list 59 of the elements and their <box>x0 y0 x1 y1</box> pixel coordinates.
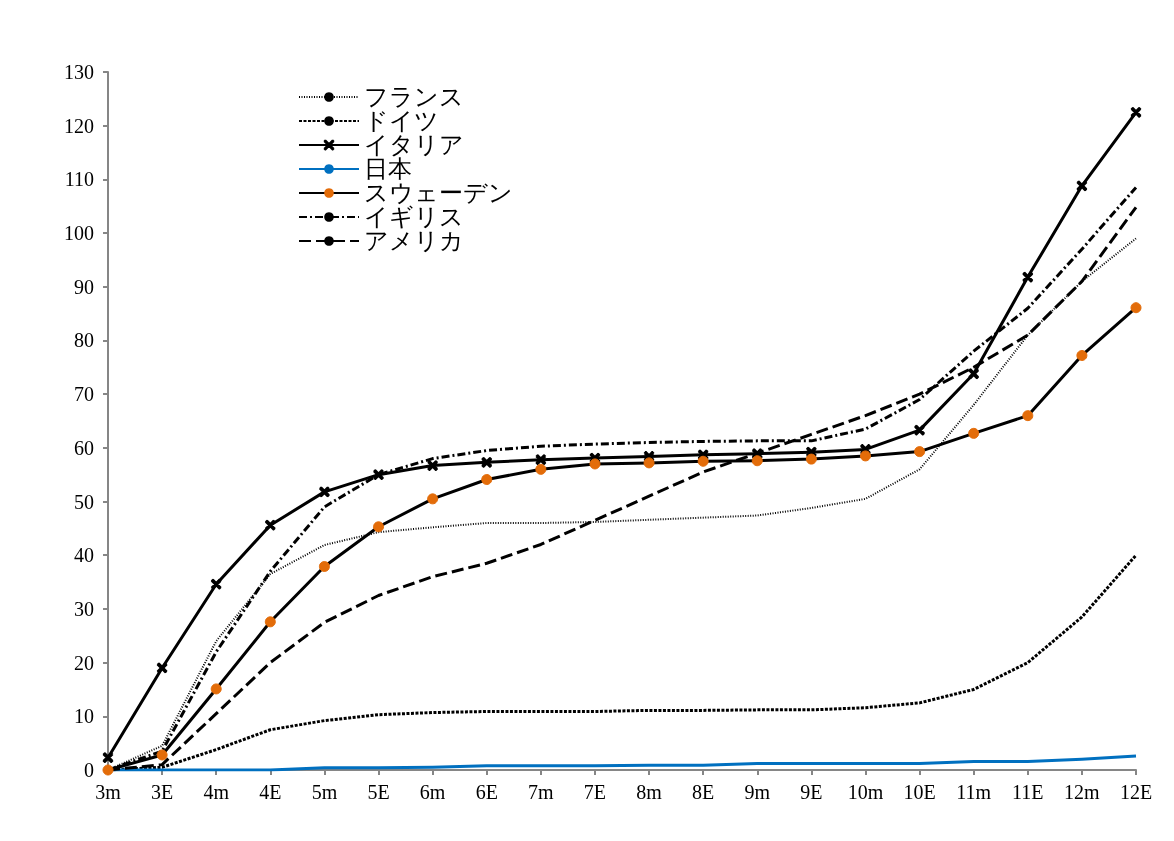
x-tick-label: 9m <box>744 781 771 803</box>
point <box>480 456 493 469</box>
y-tick-label: 20 <box>74 651 94 674</box>
point <box>805 446 818 458</box>
y-tick-label: 0 <box>84 759 94 781</box>
point <box>697 449 709 461</box>
x-tick-label: 9E <box>800 781 823 803</box>
legend-label: スウェーデン <box>364 180 513 206</box>
x-tick-label: 7m <box>528 781 555 803</box>
x-tick-label: 6E <box>475 781 498 803</box>
point <box>589 452 601 464</box>
legend-label: フランス <box>364 84 464 110</box>
x-tick-label: 12E <box>1119 781 1153 803</box>
point <box>913 424 926 436</box>
x-tick-label: 8E <box>692 781 715 803</box>
point <box>1022 271 1034 283</box>
x-tick-label: 3E <box>151 781 174 803</box>
point <box>1130 106 1142 119</box>
x-tick-label: 7E <box>583 781 607 803</box>
point <box>1076 180 1088 192</box>
x-tick-label: 11E <box>1012 781 1044 803</box>
y-tick-label: 120 <box>64 114 94 137</box>
x-tick-label: 5m <box>311 781 338 803</box>
y-tick-label: 80 <box>74 329 94 352</box>
x-tick-label: 6m <box>419 781 446 803</box>
point <box>210 578 222 590</box>
point <box>426 459 439 472</box>
legend-label: イタリア <box>364 132 464 158</box>
point <box>318 486 331 498</box>
x-tick-label: 4E <box>259 781 282 803</box>
point <box>156 662 168 674</box>
point <box>967 368 980 380</box>
x-tick-label: 10m <box>847 781 884 803</box>
legend-label: アメリカ <box>364 228 464 254</box>
y-tick-label: 30 <box>74 597 94 620</box>
x-tick-label: 10E <box>903 781 936 803</box>
y-tick-label: 90 <box>74 275 94 298</box>
legend-label: ドイツ <box>364 108 439 134</box>
point <box>535 453 547 466</box>
x-tick-label: 5E <box>367 781 390 803</box>
point <box>372 468 385 481</box>
y-tick-label: 10 <box>74 705 94 728</box>
x-tick-label: 4m <box>203 781 230 803</box>
y-tick-label: 110 <box>64 168 94 191</box>
point <box>102 751 114 764</box>
y-tick-label: 60 <box>74 436 94 459</box>
x-tick-label: 12m <box>1064 781 1101 803</box>
y-tick-label: 40 <box>74 544 94 567</box>
point <box>751 448 764 460</box>
y-tick-label: 100 <box>64 222 94 245</box>
x-tick-label: 11m <box>956 781 992 803</box>
y-tick-label: 70 <box>74 383 94 406</box>
legend-label: 日本 <box>364 156 412 182</box>
y-tick-label: 50 <box>74 490 94 513</box>
point <box>264 519 277 531</box>
x-tick-label: 3m <box>95 781 122 803</box>
legend-label: イギリス <box>364 204 464 230</box>
y-tick-label: 130 <box>64 61 94 83</box>
x-tick-label: 8m <box>636 781 663 803</box>
